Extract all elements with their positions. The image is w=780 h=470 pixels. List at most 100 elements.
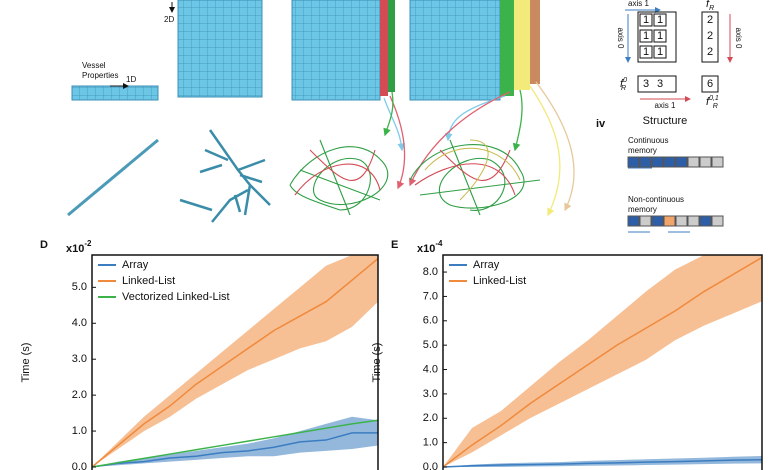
memory-cell xyxy=(687,215,700,227)
f-sub: R xyxy=(709,5,714,12)
network xyxy=(409,139,541,216)
legend-label: Array xyxy=(473,259,500,271)
y-tick-label: 1.0 xyxy=(423,437,438,449)
f-sub: R xyxy=(621,85,626,92)
memory-cell xyxy=(627,156,640,168)
vessel-label: Properties xyxy=(82,71,118,80)
cell-value: 1 xyxy=(643,30,649,42)
f-base: f xyxy=(706,96,710,108)
strip xyxy=(500,0,514,96)
y-tick-label: 5.0 xyxy=(423,339,438,351)
cell xyxy=(653,13,667,27)
cell xyxy=(639,45,653,59)
y-tick-label: 0.0 xyxy=(423,461,438,470)
memory-cell xyxy=(675,156,688,168)
cell-value: 1 xyxy=(657,14,663,26)
y-tick-label: 5.0 xyxy=(72,281,87,293)
memory-cell xyxy=(651,156,664,168)
illustrations xyxy=(67,0,575,223)
y-tick-label: 3.0 xyxy=(423,388,438,400)
vessel-line xyxy=(67,138,159,217)
memory-cell xyxy=(675,215,688,227)
legend-label: Linked-List xyxy=(473,275,526,287)
y-tick-label: 8.0 xyxy=(423,266,438,278)
memory-cell xyxy=(663,156,676,168)
f-sup: 0,1 xyxy=(709,95,719,102)
strip xyxy=(380,0,388,96)
memory-label: memory xyxy=(628,146,657,155)
y-tick-label: 1.0 xyxy=(72,425,87,437)
dim-label: 1D xyxy=(126,75,136,84)
cell xyxy=(653,29,667,43)
memory-cell xyxy=(627,215,640,227)
structure-title: Structure xyxy=(643,115,688,127)
f-sub: R xyxy=(713,103,718,110)
memory-cell xyxy=(711,215,724,227)
network xyxy=(414,149,516,196)
f-label: f0 R xyxy=(620,77,627,92)
panel-label: D xyxy=(40,239,48,251)
f-base: f xyxy=(620,78,624,90)
y-tick-label: 3.0 xyxy=(72,353,87,365)
legend-label: Vectorized Linked-List xyxy=(122,291,230,303)
cell xyxy=(639,13,653,27)
plot-frame xyxy=(91,254,379,470)
col-sum: 3 xyxy=(657,78,663,90)
block xyxy=(291,0,381,101)
f-label: fR xyxy=(706,0,714,12)
axis-label: axis 0 xyxy=(616,28,625,49)
strip xyxy=(530,0,540,84)
network xyxy=(424,139,521,201)
multiplier-exp: -4 xyxy=(435,239,443,248)
col-sum: 3 xyxy=(643,78,649,90)
error-band xyxy=(443,255,762,467)
y-tick-label: 4.0 xyxy=(72,317,87,329)
series-line xyxy=(91,419,379,468)
y-axis-label: Time (s) xyxy=(20,343,32,383)
multiplier: x10-4 xyxy=(417,239,443,255)
cell-value: 1 xyxy=(643,14,649,26)
y-axis-label: Time (s) xyxy=(371,343,383,383)
series-line xyxy=(91,432,378,468)
memory-cell xyxy=(639,215,652,227)
cell xyxy=(639,29,653,43)
memory-label: memory xyxy=(628,205,657,214)
memory-cell xyxy=(663,215,676,227)
cell-value: 1 xyxy=(657,30,663,42)
f-sup: 0 xyxy=(623,77,627,84)
y-tick-label: 6.0 xyxy=(423,315,438,327)
cell xyxy=(653,45,667,59)
block-2d xyxy=(177,0,263,98)
row-sum: 2 xyxy=(707,46,713,58)
y-tick-label: 7.0 xyxy=(423,290,438,302)
series-line xyxy=(442,458,763,468)
memory-cell xyxy=(651,215,664,227)
total: 6 xyxy=(707,78,713,90)
memory-label: Continuous xyxy=(628,136,668,145)
memory-cell xyxy=(711,156,724,168)
panel-label: iv xyxy=(596,118,606,130)
block xyxy=(409,0,501,101)
series-line xyxy=(442,256,763,468)
dim-label: 2D xyxy=(164,15,174,24)
legend-label: Linked-List xyxy=(122,275,175,287)
row-sum: 2 xyxy=(707,14,713,26)
multiplier-exp: -2 xyxy=(84,239,92,248)
memory-label: Non-continuous xyxy=(628,195,684,204)
legend-label: Array xyxy=(122,259,149,271)
multiplier-base: x10 xyxy=(417,243,435,255)
memory-cell xyxy=(639,156,652,168)
axis-label: axis 1 xyxy=(655,101,676,110)
y-tick-label: 0.0 xyxy=(72,461,87,470)
row-sum: 2 xyxy=(707,30,713,42)
y-tick-label: 2.0 xyxy=(72,389,87,401)
multiplier: x10-2 xyxy=(66,239,92,255)
cell-value: 1 xyxy=(657,46,663,58)
vessel-1d xyxy=(71,85,159,101)
network xyxy=(289,139,389,216)
structure-panel xyxy=(625,7,733,233)
arrows xyxy=(383,81,575,217)
network xyxy=(294,149,381,196)
y-tick-label: 4.0 xyxy=(423,363,438,375)
